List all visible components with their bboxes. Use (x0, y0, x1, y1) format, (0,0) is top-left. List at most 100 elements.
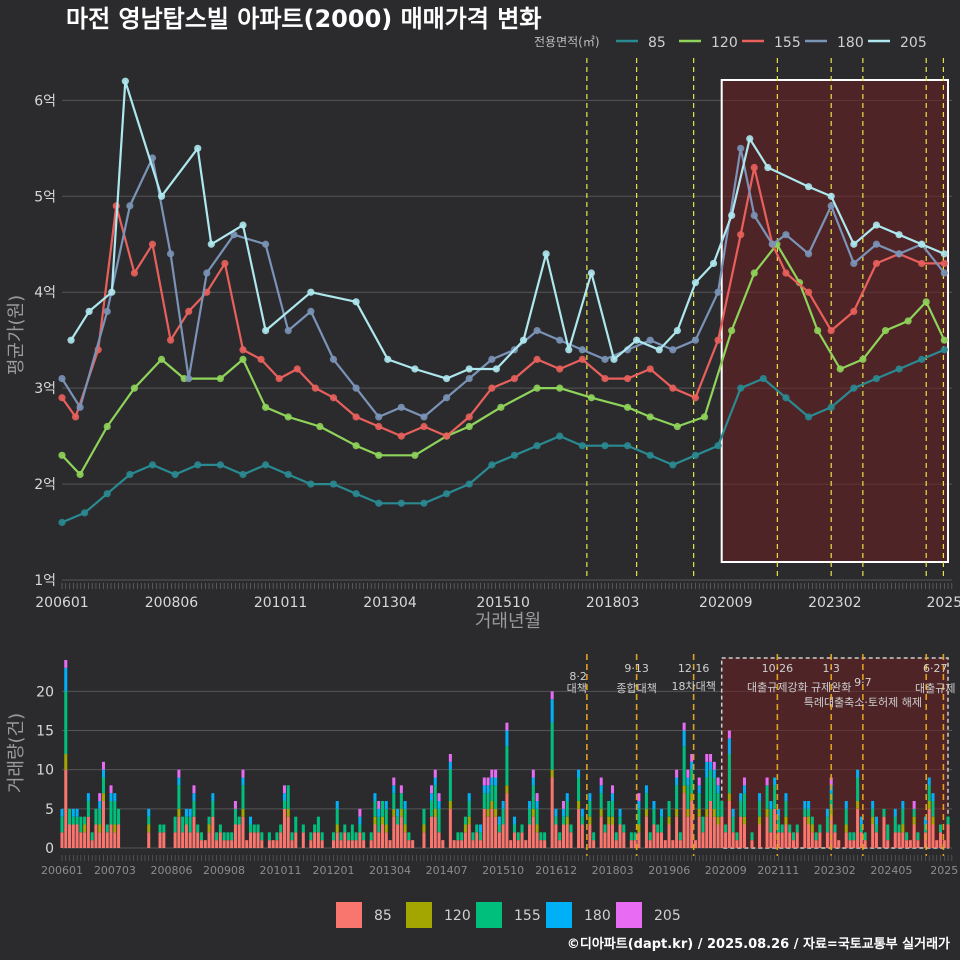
bar-segment (267, 832, 271, 841)
data-point (827, 192, 835, 200)
bar-segment (675, 785, 679, 809)
data-point (578, 355, 586, 363)
bar-segment (384, 801, 388, 809)
data-point (397, 499, 405, 507)
legend-label: 205 (900, 35, 927, 51)
data-point (646, 365, 654, 373)
data-point (221, 259, 229, 268)
data-point (750, 163, 758, 172)
bar-segment (897, 824, 901, 833)
data-point (275, 374, 283, 383)
bar-segment (411, 840, 415, 848)
data-point (67, 336, 75, 344)
bar-segment (607, 824, 611, 848)
bar-segment (396, 816, 400, 825)
legend-swatch (406, 902, 432, 928)
bar-segment (776, 808, 780, 817)
bar-segment (494, 816, 498, 848)
upper-y-ticks: 1억 2억 3억 4억 5억 6억 (34, 93, 56, 589)
data-point (375, 451, 383, 459)
bar-segment (98, 801, 102, 809)
bar-segment (863, 840, 867, 848)
bar-segment (399, 793, 403, 809)
bar-segment (392, 785, 396, 794)
y-tick-label: 0 (45, 841, 54, 857)
data-point (750, 211, 758, 220)
data-point (262, 461, 270, 469)
bar-segment (241, 769, 245, 778)
x-tick-label: 202302 (814, 864, 856, 877)
bar-segment (939, 824, 943, 833)
bar-segment (565, 801, 569, 817)
bar-segment (682, 722, 686, 731)
bar-segment (825, 832, 829, 848)
data-point (352, 490, 360, 498)
legend-swatch (476, 902, 502, 928)
bar-segment (660, 808, 664, 817)
bar-segment (384, 824, 388, 833)
data-point (836, 365, 844, 373)
data-point (519, 336, 528, 344)
bar-segment (437, 808, 441, 833)
bar-segment (86, 816, 90, 848)
bar-segment (505, 722, 509, 731)
bar-segment (531, 808, 535, 817)
bar-segment (912, 801, 916, 809)
bar-segment (335, 808, 339, 825)
bar-segment (859, 832, 863, 848)
upper-x-ticks: 200601 200806 201011 201304 201510 201803 2020… (35, 583, 960, 611)
bar-segment (437, 832, 441, 848)
bar-segment (939, 832, 943, 848)
data-point (510, 374, 519, 383)
bar-segment (256, 832, 260, 848)
bar-segment (543, 840, 547, 848)
bar-segment (456, 840, 460, 848)
bar-segment (94, 824, 98, 848)
bar-segment (98, 808, 102, 825)
upper-series (58, 77, 948, 527)
bar-segment (535, 808, 539, 825)
bar-segment (773, 777, 777, 786)
data-point (352, 413, 360, 421)
annotation-date: 9·7 (854, 676, 872, 689)
bar-segment (712, 777, 716, 809)
bar-segment (923, 816, 927, 825)
bar-segment (158, 824, 162, 833)
x-tick-label: 201304 (363, 595, 417, 611)
bar-segment (558, 832, 562, 841)
bar-segment (942, 840, 946, 848)
data-point (203, 288, 211, 296)
bar-segment (901, 832, 905, 848)
bar-segment (505, 793, 509, 848)
bar-segment (218, 832, 222, 848)
bar-segment (260, 840, 264, 848)
data-point (307, 307, 315, 316)
bar-segment (113, 824, 117, 833)
bar-segment (275, 832, 279, 841)
bar-segment (610, 801, 615, 817)
bar-segment (482, 808, 486, 848)
data-point (804, 413, 813, 421)
bar-segment (750, 832, 754, 841)
bar-segment (184, 816, 188, 825)
bar-segment (629, 840, 633, 848)
series-line (61, 166, 945, 438)
bar-segment (648, 840, 652, 848)
bar-segment (716, 785, 720, 794)
data-point (556, 432, 564, 440)
bar-segment (705, 777, 709, 809)
bar-segment (776, 816, 780, 833)
data-point (420, 422, 428, 431)
data-point (782, 269, 790, 277)
bar-segment (791, 832, 795, 841)
bar-segment (441, 840, 445, 848)
data-point (646, 336, 654, 344)
data-point (872, 221, 881, 229)
bar-segment (863, 832, 867, 841)
bar-segment (497, 832, 501, 848)
data-point (709, 259, 718, 268)
bar-segment (844, 832, 848, 848)
bar-segment (663, 840, 667, 848)
bar-segment (592, 840, 596, 848)
bar-segment (561, 808, 565, 817)
